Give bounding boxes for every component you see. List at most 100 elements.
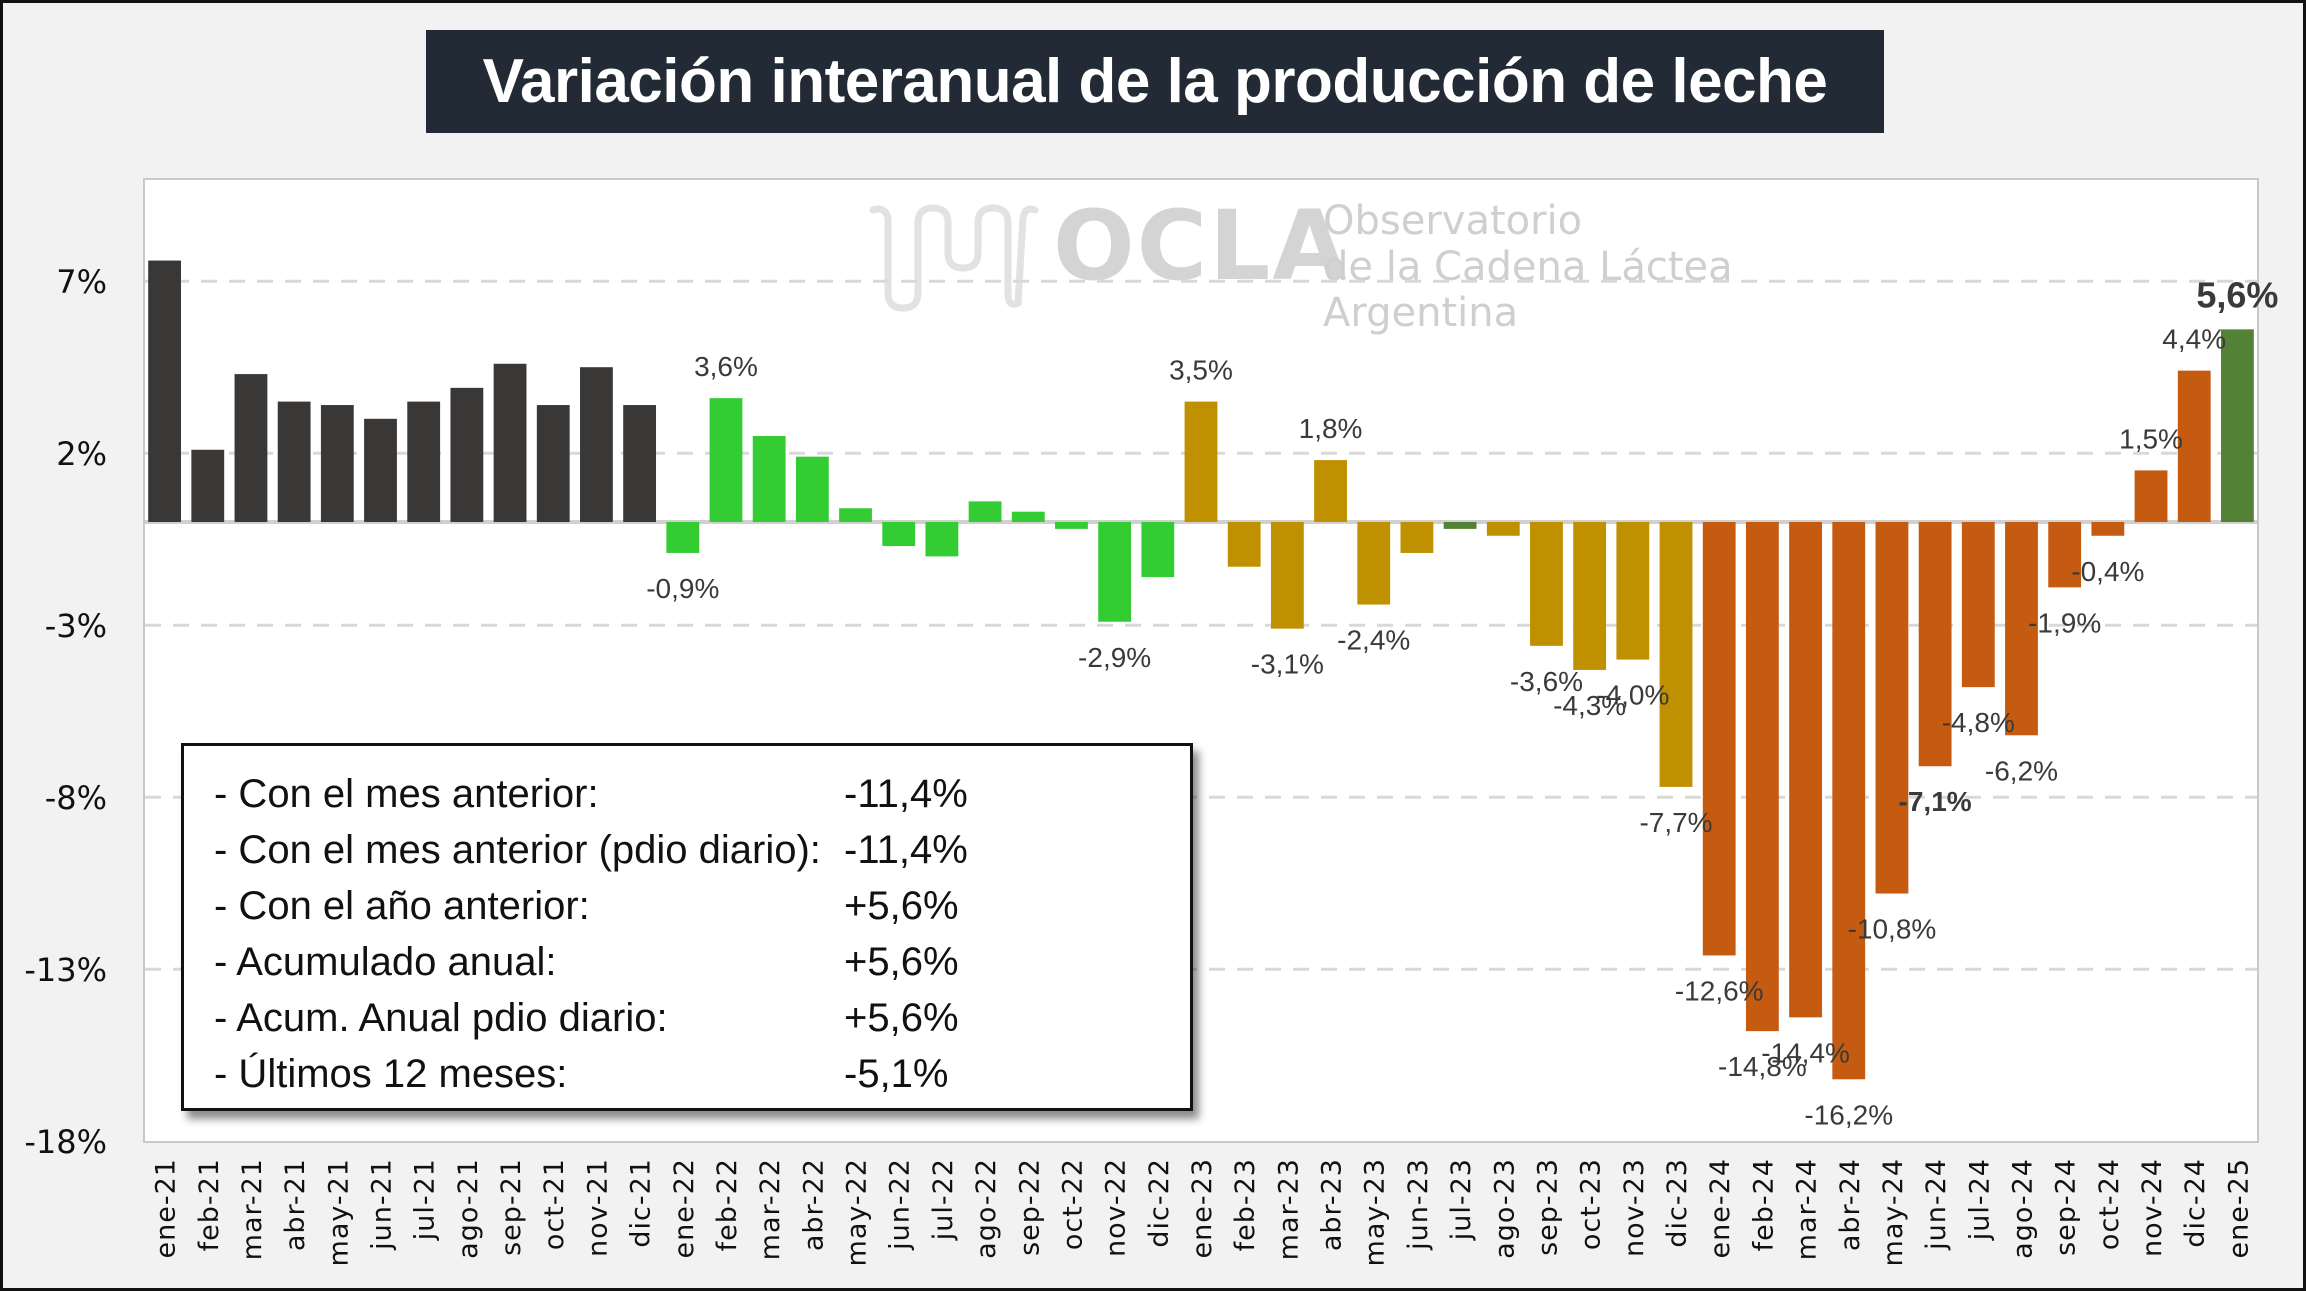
stat-row: - Con el mes anterior (pdio diario): -11… <box>214 822 1190 878</box>
stat-label: - Últimos 12 meses: <box>214 1051 568 1096</box>
bar-may-21 <box>320 405 354 522</box>
x-tick-label: abr-23 <box>1317 1158 1348 1251</box>
bar-jul-23 <box>1443 522 1477 529</box>
y-tick-label: 2% <box>56 435 107 473</box>
bar-sep-21 <box>493 363 527 522</box>
data-label: -4,3% <box>1553 690 1626 721</box>
stat-row: - Últimos 12 meses: -5,1% <box>214 1046 1190 1102</box>
bar-nov-24 <box>2134 470 2168 522</box>
x-tick-label: feb-21 <box>194 1158 225 1251</box>
chart-title-box: Variación interanual de la producción de… <box>426 30 1884 133</box>
x-tick-label: ago-24 <box>2007 1158 2038 1259</box>
bar-abr-24 <box>1832 522 1866 1080</box>
stat-value: -11,4% <box>844 827 968 872</box>
x-tick-label: dic-23 <box>1662 1158 1693 1248</box>
x-tick-label: mar-24 <box>1792 1158 1823 1260</box>
x-tick-label: abr-21 <box>280 1158 311 1251</box>
x-tick-label: jul-24 <box>1964 1158 1995 1241</box>
bar-nov-22 <box>1098 522 1132 622</box>
x-tick-label: nov-23 <box>1619 1158 1650 1257</box>
bar-sep-23 <box>1530 522 1563 646</box>
bar-ago-21 <box>450 387 484 522</box>
bar-ene-23 <box>1184 401 1218 522</box>
bar-dic-21 <box>623 405 657 522</box>
x-tick-label: nov-22 <box>1101 1158 1132 1257</box>
bar-jun-21 <box>364 418 397 522</box>
bar-may-22 <box>839 508 872 522</box>
x-tick-label: jun-23 <box>1403 1158 1434 1251</box>
bar-mar-21 <box>234 374 268 522</box>
x-tick-label: mar-22 <box>755 1158 786 1260</box>
bar-mar-22 <box>752 436 786 522</box>
bar-nov-23 <box>1616 522 1650 660</box>
x-tick-label: dic-21 <box>626 1158 657 1248</box>
x-tick-label: oct-21 <box>539 1158 570 1250</box>
x-tick-label: sep-22 <box>1014 1158 1045 1256</box>
stat-value: +5,6% <box>844 995 959 1040</box>
data-label: -4,0% <box>1596 680 1669 711</box>
stat-row: - Con el año anterior: +5,6% <box>214 878 1190 934</box>
bar-jul-22 <box>925 522 959 557</box>
chart-title: Variación interanual de la producción de… <box>482 47 1828 116</box>
bar-oct-22 <box>1055 522 1088 529</box>
x-tick-label: nov-21 <box>582 1158 613 1257</box>
x-tick-label: ago-23 <box>1489 1158 1520 1259</box>
x-tick-label: dic-22 <box>1144 1158 1175 1248</box>
x-tick-label: jul-22 <box>928 1158 959 1241</box>
watermark-line-3: Argentina <box>1323 290 1519 336</box>
data-label: -7,7% <box>1639 807 1712 838</box>
bar-may-24 <box>1875 522 1909 894</box>
x-tick-label: may-23 <box>1360 1158 1391 1266</box>
x-tick-label: feb-23 <box>1230 1158 1261 1251</box>
bar-feb-22 <box>709 398 743 522</box>
bar-feb-23 <box>1227 522 1261 567</box>
bar-mar-24 <box>1789 522 1822 1018</box>
bar-ene-24 <box>1702 522 1736 956</box>
bar-jun-22 <box>882 522 916 547</box>
bar-abr-23 <box>1314 460 1347 522</box>
x-tick-label: abr-24 <box>1835 1158 1866 1251</box>
bar-abr-22 <box>795 456 829 522</box>
stat-label: - Acum. Anual pdio diario: <box>214 995 668 1040</box>
x-tick-label: jun-21 <box>367 1158 398 1251</box>
x-tick-label: feb-22 <box>712 1158 743 1251</box>
stat-value: -11,4% <box>844 771 968 816</box>
x-tick-label: ene-22 <box>669 1158 700 1258</box>
data-label: 3,5% <box>1169 355 1233 386</box>
data-label: -10,8% <box>1848 914 1937 945</box>
x-tick-label: may-21 <box>323 1158 354 1266</box>
x-tick-label: ene-24 <box>1705 1158 1736 1258</box>
bar-sep-22 <box>1011 511 1045 522</box>
bar-feb-24 <box>1745 522 1779 1032</box>
bar-oct-24 <box>2091 522 2125 536</box>
data-label: -16,2% <box>1804 1099 1893 1130</box>
summary-stats-box: - Con el mes anterior: -11,4% - Con el m… <box>181 743 1193 1111</box>
stat-row: - Con el mes anterior: -11,4% <box>214 766 1190 822</box>
stat-row: - Acumulado anual: +5,6% <box>214 934 1190 990</box>
data-label: -4,8% <box>1942 707 2015 738</box>
bar-oct-21 <box>536 405 570 522</box>
data-label: 1,8% <box>1299 413 1363 444</box>
x-tick-label: jun-22 <box>885 1158 916 1251</box>
data-label: -3,1% <box>1251 649 1324 680</box>
data-label: -7,1% <box>1899 786 1972 817</box>
data-label: -0,9% <box>646 573 719 604</box>
x-tick-label: sep-24 <box>2051 1158 2082 1256</box>
stat-row: - Acum. Anual pdio diario: +5,6% <box>214 990 1190 1046</box>
data-label: 3,6% <box>694 351 758 382</box>
bar-jun-24 <box>1918 522 1952 767</box>
y-tick-label: 7% <box>56 263 107 301</box>
stat-value: +5,6% <box>844 939 959 984</box>
bar-chart: 7% 2% -3% -8% -13% -18% ene-21 feb-21 mar-21 abr-… <box>24 260 2278 1266</box>
x-tick-label: dic-24 <box>2180 1158 2211 1248</box>
data-label: -14,8% <box>1718 1051 1807 1082</box>
bar-ago-24 <box>2005 522 2038 736</box>
x-tick-label: sep-23 <box>1532 1158 1563 1256</box>
x-tick-label: mar-21 <box>237 1158 268 1260</box>
data-label: 4,4% <box>2162 324 2226 355</box>
bar-feb-21 <box>191 449 225 522</box>
watermark-ocla-text: OCLA <box>1053 190 1349 302</box>
bar-ene-22 <box>666 522 700 553</box>
bar-jun-23 <box>1400 522 1434 553</box>
y-tick-label: -13% <box>24 951 107 989</box>
